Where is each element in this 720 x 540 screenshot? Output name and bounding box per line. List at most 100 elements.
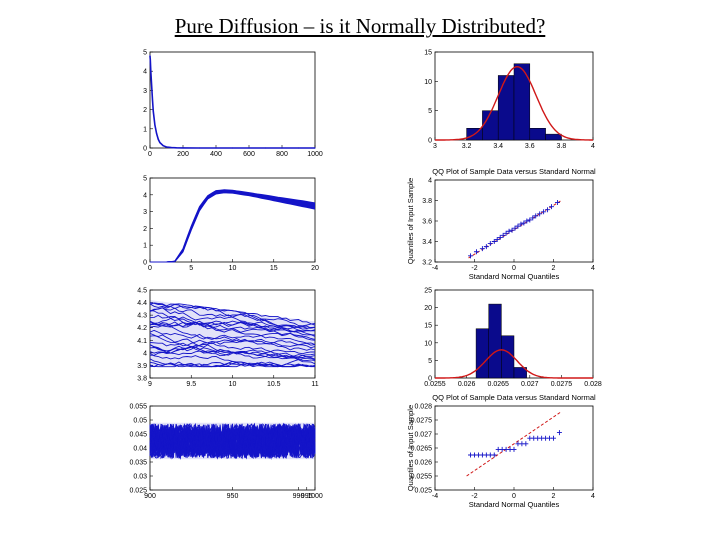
p2-xtick-label: 0 bbox=[148, 265, 152, 272]
q2-xtick-label: -2 bbox=[471, 493, 477, 500]
q2-ytick-label: 0.027 bbox=[414, 432, 432, 439]
q2-xtick-label: 4 bbox=[591, 493, 595, 500]
p3-ytick-label: 3.9 bbox=[137, 363, 147, 370]
p3-trace bbox=[149, 321, 316, 346]
q1-point bbox=[483, 244, 489, 250]
q1-ytick-label: 3.8 bbox=[422, 198, 432, 205]
p1-xtick-label: 800 bbox=[276, 151, 288, 158]
chart-h1: 3 3.2 3.4 3.6 3.8 4 0 5 10 15 bbox=[424, 50, 595, 151]
p2-ytick-label: 1 bbox=[143, 243, 147, 250]
h1-bar bbox=[482, 110, 499, 141]
q2-point bbox=[523, 441, 529, 447]
q1-point bbox=[518, 221, 524, 227]
q1-xtick-label: -4 bbox=[432, 265, 438, 272]
p1-ytick-label: 4 bbox=[143, 69, 147, 76]
h1-xtick-label: 3.6 bbox=[525, 143, 535, 150]
p2-trace bbox=[150, 190, 316, 263]
p1-point bbox=[162, 145, 164, 147]
p4-ytick-label: 0.055 bbox=[129, 404, 147, 411]
p2-ytick-label: 2 bbox=[143, 226, 147, 233]
p3-ytick-label: 4.4 bbox=[137, 300, 147, 307]
p4-ytick-label: 0.03 bbox=[133, 474, 147, 481]
p3-trace bbox=[149, 332, 316, 359]
q1-ytick-label: 3.2 bbox=[422, 260, 432, 267]
h2-xtick-label: 0.0265 bbox=[487, 381, 509, 388]
q2-ytick-label: 0.0275 bbox=[411, 418, 433, 425]
p1-point bbox=[165, 146, 168, 148]
p1-point bbox=[297, 147, 300, 149]
p4-xtick-label: 1000 bbox=[307, 493, 323, 500]
p4-xtick-label: 950 bbox=[227, 493, 239, 500]
q2-ytick-label: 0.028 bbox=[414, 404, 432, 411]
p3-trace bbox=[149, 320, 316, 336]
p1-xtick-label: 0 bbox=[148, 151, 152, 158]
q2-point bbox=[511, 446, 517, 452]
q1-point bbox=[503, 230, 509, 236]
h2-bar bbox=[501, 335, 515, 379]
q1-point bbox=[549, 204, 555, 210]
q2-xtick-label: -4 bbox=[432, 493, 438, 500]
q1-point bbox=[506, 228, 512, 234]
p1-point bbox=[149, 59, 151, 61]
h2-xtick-label: 0.028 bbox=[584, 381, 602, 388]
h1-xtick-label: 4 bbox=[591, 143, 595, 150]
p3-trace bbox=[149, 302, 316, 326]
h1-xtick-label: 3 bbox=[433, 143, 437, 150]
q1-point bbox=[533, 213, 539, 219]
h1-xtick-label: 3.4 bbox=[493, 143, 503, 150]
q2-xlabel: Standard Normal Quantiles bbox=[469, 500, 560, 509]
p2-xtick-label: 10 bbox=[229, 265, 237, 272]
q1-ytick-label: 3.6 bbox=[422, 219, 432, 226]
p1-point bbox=[175, 147, 177, 149]
h2-fit-curve bbox=[435, 349, 593, 379]
p1-point bbox=[264, 147, 267, 149]
p2-ytick-label: 0 bbox=[143, 260, 147, 267]
p1-ytick-label: 3 bbox=[143, 88, 147, 95]
q2-ylabel: Quantiles of Input Sample bbox=[406, 405, 415, 491]
h1-ytick-label: 5 bbox=[428, 108, 432, 115]
p1-point bbox=[170, 147, 173, 149]
p3-trace bbox=[149, 303, 316, 337]
q1-point bbox=[473, 249, 479, 255]
p1-point bbox=[152, 110, 154, 113]
chart-p2: 0 5 10 15 20 0 1 2 3 4 5 bbox=[143, 176, 319, 273]
h2-ytick-label: 20 bbox=[424, 305, 432, 312]
p1-point bbox=[182, 147, 184, 149]
chart-h2: 0.0255 0.026 0.0265 0.027 0.0275 0.028 0 5 10 15 2… bbox=[424, 288, 602, 389]
p4-xtick-label: 990 bbox=[293, 493, 305, 500]
p1-point bbox=[156, 133, 158, 135]
h1-ytick-label: 15 bbox=[424, 50, 432, 57]
p3-trace bbox=[149, 334, 316, 359]
p3-trace bbox=[149, 357, 316, 368]
h2-ytick-label: 25 bbox=[424, 288, 432, 295]
h2-xtick-label: 0.027 bbox=[521, 381, 539, 388]
h1-bar bbox=[513, 63, 531, 141]
p1-ytick-label: 2 bbox=[143, 107, 147, 114]
h2-ytick-label: 0 bbox=[428, 376, 432, 383]
q2-point bbox=[556, 430, 562, 436]
p2-trace bbox=[150, 189, 316, 263]
p1-series-line bbox=[149, 55, 315, 149]
p1-point bbox=[314, 147, 316, 149]
q1-axes-box bbox=[434, 179, 594, 263]
p2-ytick-label: 4 bbox=[143, 192, 147, 199]
h2-bar bbox=[475, 328, 489, 379]
q2-ytick-label: 0.025 bbox=[414, 488, 432, 495]
p3-trace bbox=[149, 329, 316, 340]
p4-ytick-label: 0.045 bbox=[129, 432, 147, 439]
q1-point bbox=[497, 234, 503, 240]
q1-point bbox=[530, 215, 536, 221]
h2-xtick-label: 0.026 bbox=[458, 381, 476, 388]
q1-point bbox=[524, 218, 530, 224]
h1-bar bbox=[545, 133, 562, 141]
h2-xtick-label: 0.0255 bbox=[424, 381, 446, 388]
chart-p3: 9 9.5 10 10.5 11 3.8 3.9 4 4.1 4.2 4.3 4.4 4.5 bbox=[137, 288, 318, 389]
p1-xtick-label: 1000 bbox=[307, 151, 323, 158]
q1-xlabel: Standard Normal Quantiles bbox=[469, 272, 560, 281]
q1-point bbox=[512, 225, 518, 231]
p4-xtick-label: 900 bbox=[144, 493, 156, 500]
p3-xtick-label: 10 bbox=[229, 381, 237, 388]
p2-xtick-label: 20 bbox=[311, 265, 319, 272]
p1-point bbox=[159, 142, 161, 144]
h1-ytick-label: 10 bbox=[424, 79, 432, 86]
